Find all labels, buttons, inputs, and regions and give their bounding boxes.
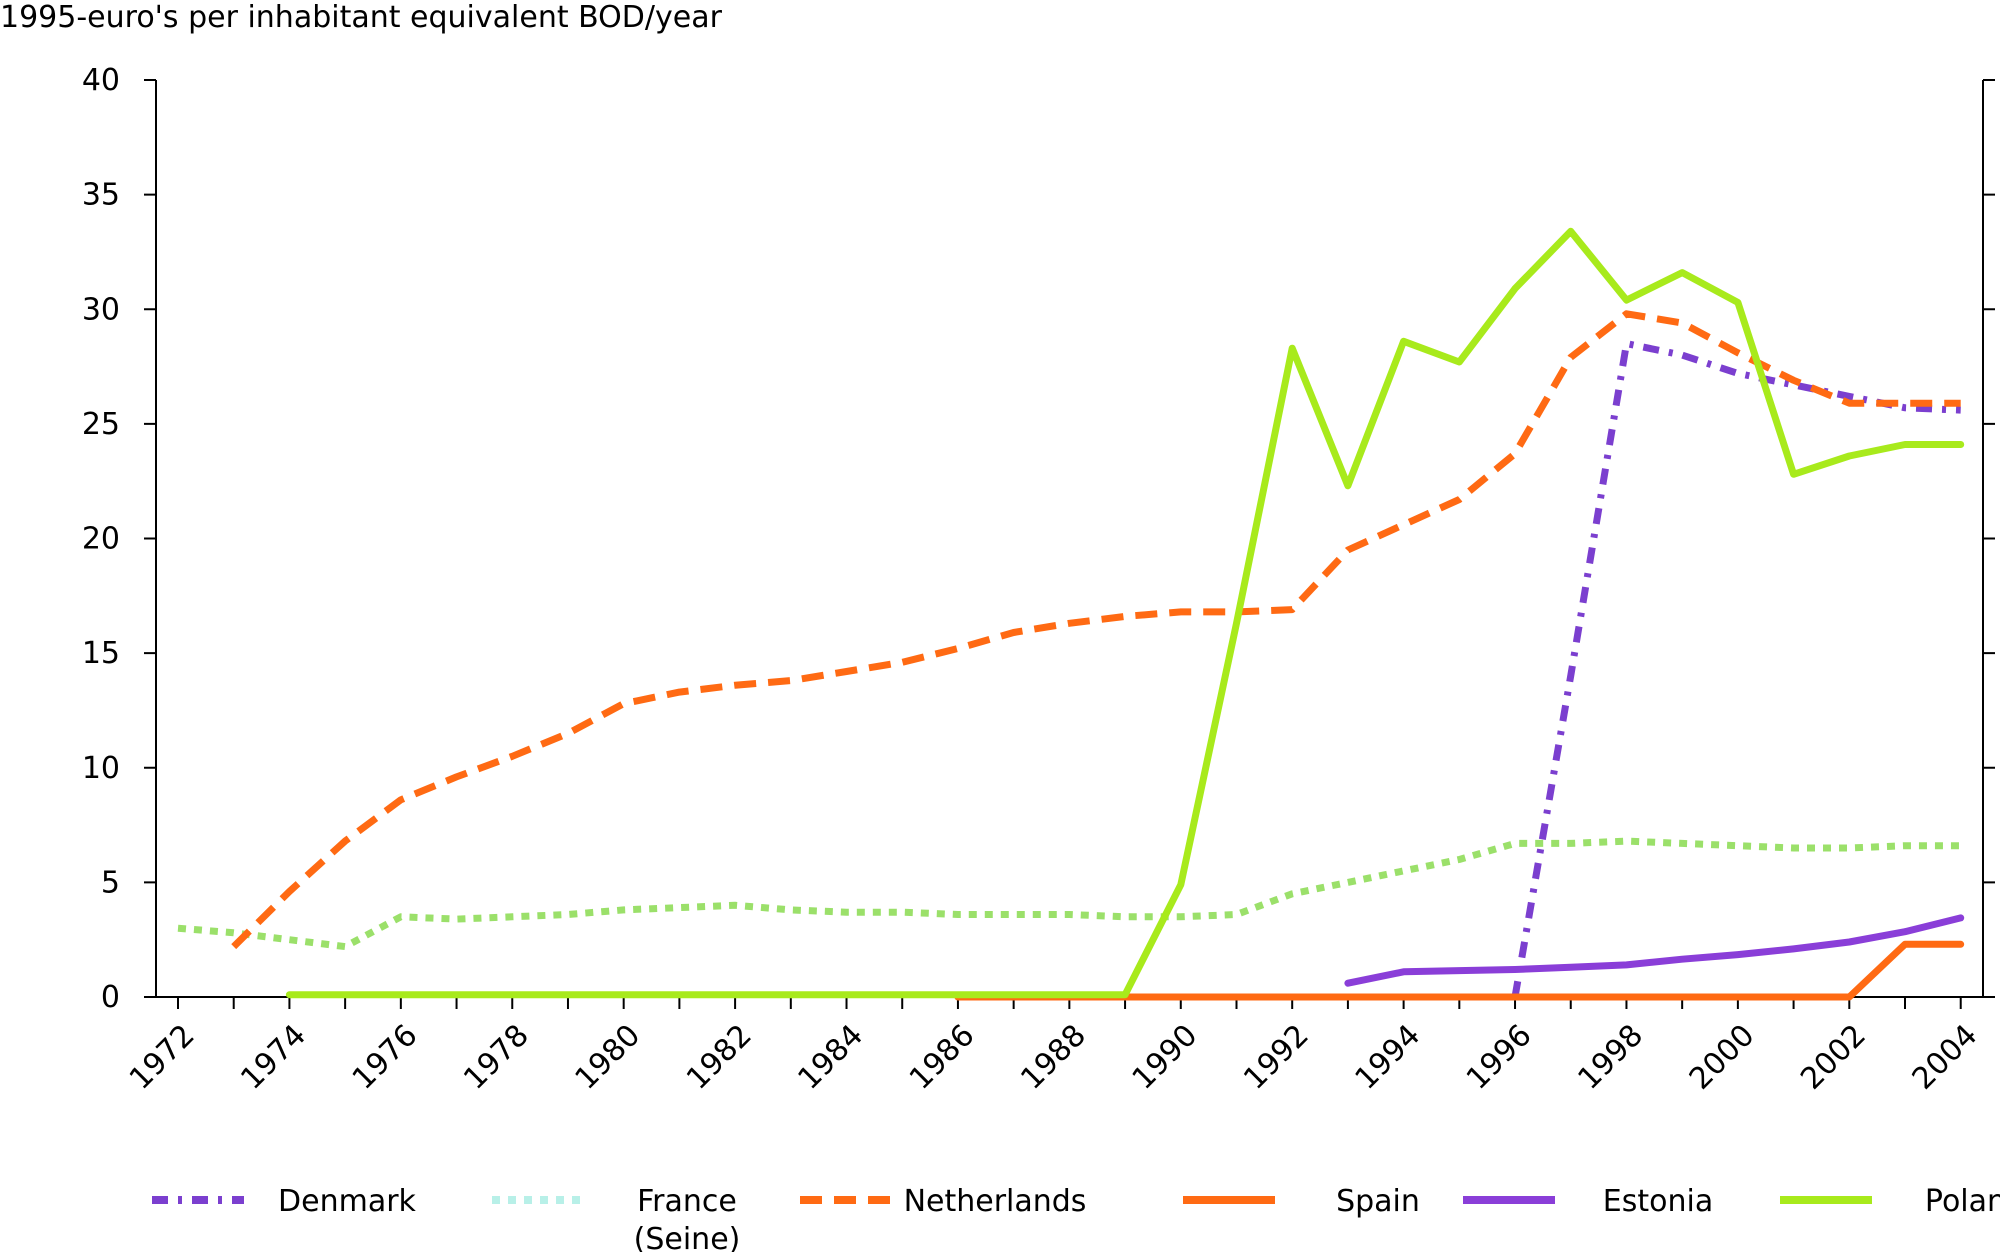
x-tick-label: 1994 (1349, 1018, 1428, 1097)
x-tick-label: 2002 (1794, 1018, 1873, 1097)
y-tick-label: 25 (82, 407, 120, 442)
y-tick-label: 20 (82, 522, 120, 557)
x-tick-label: 2000 (1683, 1018, 1762, 1097)
y-axis-label: 1995-euro's per inhabitant equivalent BO… (0, 0, 722, 35)
legend-label: (Seine) (634, 1222, 741, 1252)
series-line-denmark (1511, 340, 1961, 998)
y-tick-label: 10 (82, 751, 120, 786)
x-tick-label: 1982 (680, 1018, 759, 1097)
x-tick-label: 1996 (1460, 1018, 1539, 1097)
y-tick-label: 30 (82, 292, 120, 327)
y-tick-label: 5 (101, 865, 120, 900)
x-tick-label: 2004 (1906, 1018, 1985, 1097)
legend-label: Estonia (1603, 1184, 1713, 1219)
y-tick-label: 0 (101, 980, 120, 1015)
series-line-estonia (1344, 914, 1965, 987)
x-tick-label: 1984 (791, 1018, 870, 1097)
x-tick-label: 1990 (1126, 1018, 1205, 1097)
series-line-poland (285, 227, 1965, 999)
x-tick-label: 1986 (903, 1018, 982, 1097)
y-tick-label: 15 (82, 636, 120, 671)
x-tick-label: 1992 (1237, 1018, 1316, 1097)
legend-label: Denmark (278, 1184, 417, 1219)
x-tick-label: 1998 (1571, 1018, 1650, 1097)
y-tick-label: 35 (82, 178, 120, 213)
x-tick-label: 1988 (1014, 1018, 1093, 1097)
x-tick-label: 1974 (234, 1018, 313, 1097)
legend: Denmark France(Seine) Netherlands Spain Esto… (152, 1184, 2000, 1252)
legend-label: Netherlands (904, 1184, 1087, 1219)
x-tick-label: 1978 (457, 1018, 536, 1097)
legend-label: Poland (1925, 1184, 2000, 1219)
x-tick-label: 1976 (346, 1018, 425, 1097)
plot-area (177, 227, 1965, 1001)
series-line-france-seine- (177, 837, 1961, 951)
x-tick-label: 1980 (569, 1018, 648, 1097)
legend-label: France (637, 1184, 737, 1219)
x-tick-label: 1972 (123, 1018, 202, 1097)
legend-label: Spain (1336, 1184, 1420, 1219)
axes: 0 5 10 15 20 25 30 35 40 1972 1974 1976 1978 1980 1982… (82, 63, 1995, 1097)
series-line-netherlands (231, 310, 1961, 950)
y-tick-label: 40 (82, 63, 120, 98)
